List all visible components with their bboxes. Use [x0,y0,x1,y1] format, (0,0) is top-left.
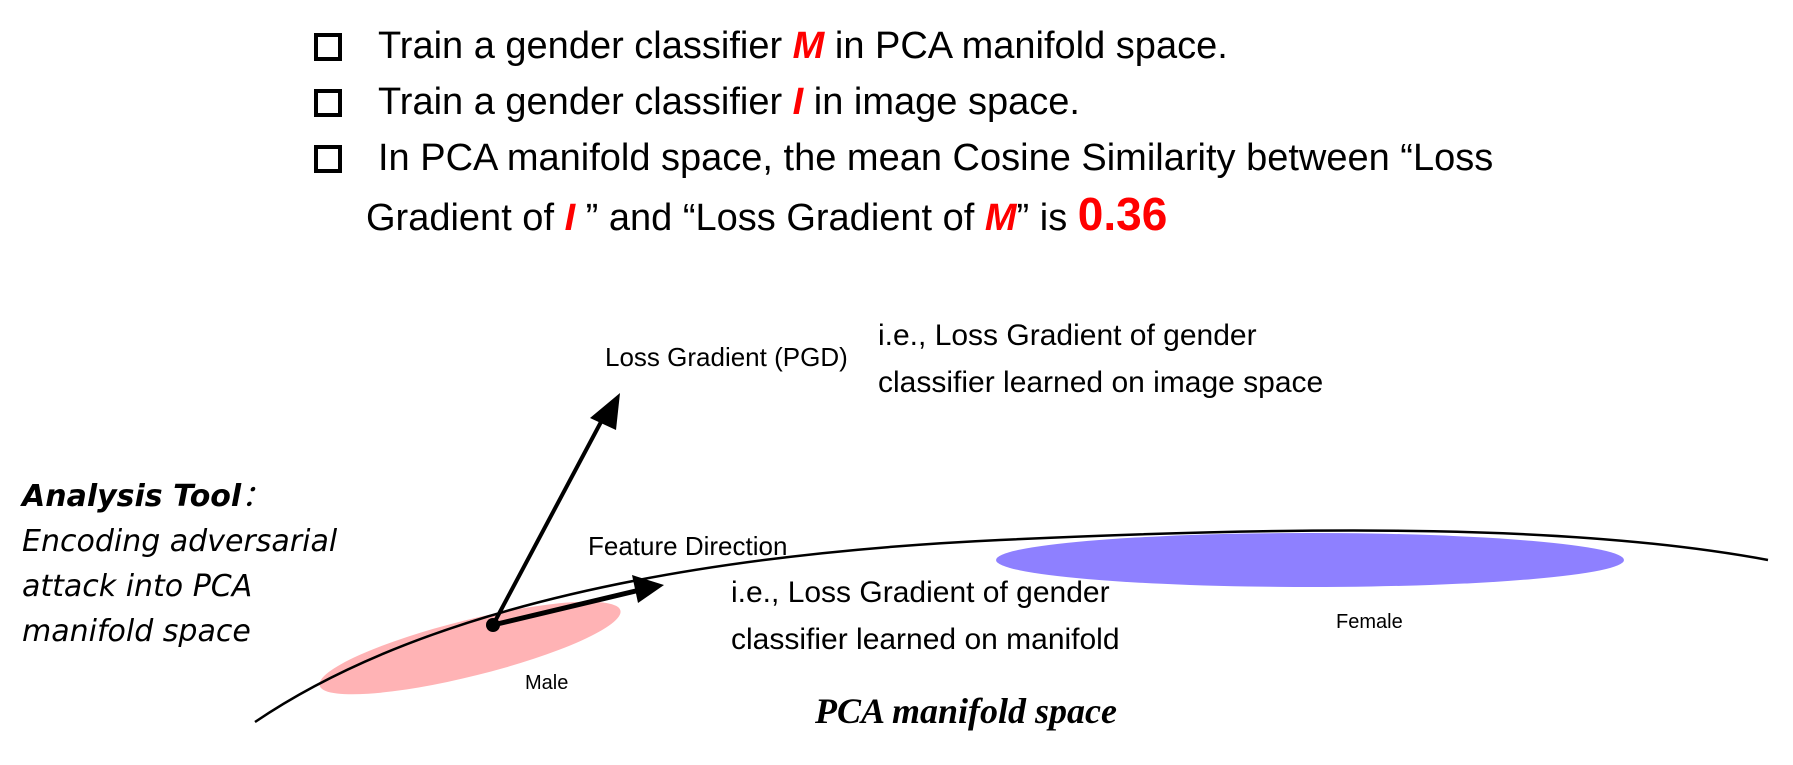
bullet-cosine-similarity-continued: Gradient of I ” and “Loss Gradient of M”… [366,188,1168,240]
sample-point [486,618,500,632]
classifier-i-symbol: I [792,81,804,123]
loss-gradient-note-line1: i.e., Loss Gradient of gender [878,319,1257,352]
checkbox-icon [314,89,342,117]
analysis-tool-colon: ： [241,479,272,514]
manifold-space-title: PCA manifold space [815,691,1118,731]
female-cluster [996,533,1624,587]
cosine-similarity-value: 0.36 [1077,188,1168,240]
loss-gradient-label: Loss Gradient (PGD) [605,342,848,372]
bullet-train-image-classifier: Train a gender classifier I in image spa… [310,74,1750,130]
checkbox-icon [314,33,342,61]
male-cluster [319,601,621,695]
feature-direction-arrow [492,587,641,628]
feature-direction-note-line2: classifier learned on manifold [731,623,1120,656]
feature-direction-note-line1: i.e., Loss Gradient of gender [731,576,1110,609]
bullet-cosine-similarity: In PCA manifold space, the mean Cosine S… [310,130,1750,186]
classifier-m-symbol: M [984,197,1017,239]
loss-gradient-note-line2: classifier learned on image space [878,366,1324,399]
analysis-tool-title: Analysis Tool [22,479,242,514]
female-label: Female [1336,611,1403,633]
analysis-tool-block: Analysis Tool： Encoding adversarial atta… [22,474,337,654]
feature-direction-label: Feature Direction [588,531,788,561]
classifier-i-symbol: I [564,197,576,239]
classifier-m-symbol: M [792,25,825,67]
analysis-tool-line3: manifold space [22,614,251,649]
manifold-curve [254,529,1769,724]
male-label: Male [525,672,569,694]
analysis-tool-line1: Encoding adversarial [22,524,338,559]
bullet-list: Train a gender classifier M in PCA manif… [310,18,1750,246]
checkbox-icon [314,145,342,173]
feature-direction-arrowhead [632,575,664,603]
bullet-train-manifold-classifier: Train a gender classifier M in PCA manif… [310,18,1750,74]
loss-gradient-arrowhead [590,393,620,430]
loss-gradient-arrow [491,404,612,626]
analysis-tool-line2: attack into PCA [22,569,253,604]
